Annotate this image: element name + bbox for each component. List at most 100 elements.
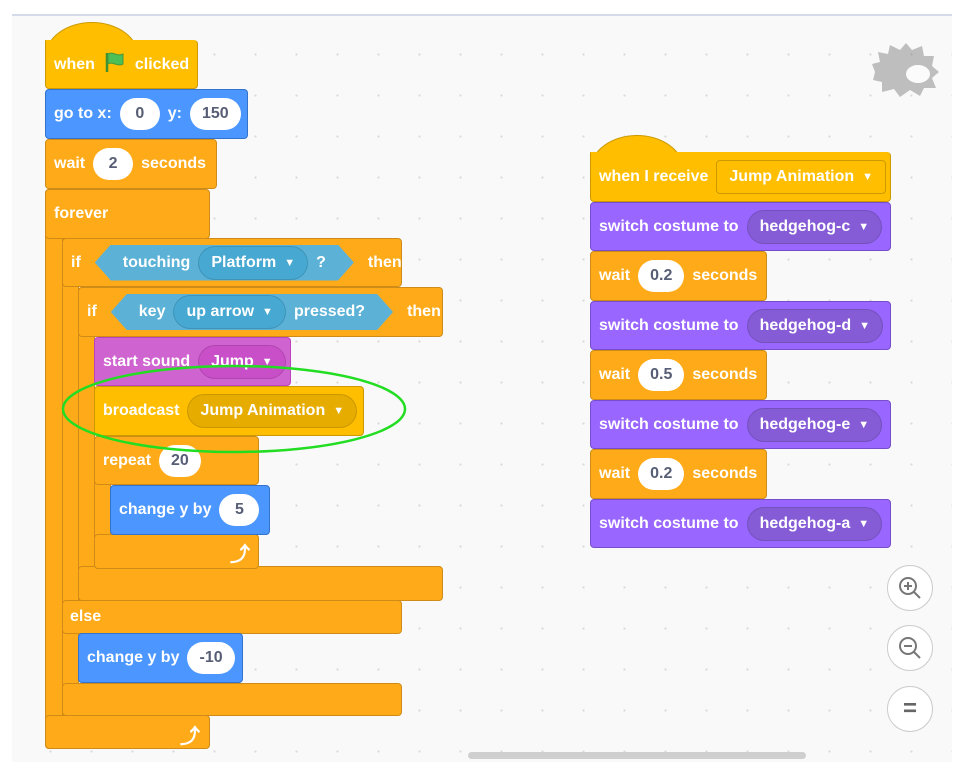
block-label: y: (167, 105, 182, 122)
dropdown-arrow-icon: ▼ (862, 171, 874, 183)
else-label: else (70, 608, 102, 625)
horizontal-scrollbar[interactable] (468, 752, 806, 759)
block-label: wait (599, 267, 631, 284)
block-label: start sound (103, 352, 191, 370)
block-label: wait (54, 155, 86, 172)
zoom-in-icon (899, 577, 921, 599)
loop-arrow-icon: ⤴ (180, 726, 200, 748)
hat-label: when (54, 55, 95, 73)
if-label: if (87, 303, 97, 320)
wait-block[interactable]: wait 0.5 seconds (590, 350, 767, 400)
wait-block[interactable]: wait 0.2 seconds (590, 251, 767, 301)
message-dropdown[interactable]: Jump Animation ▼ (716, 160, 887, 194)
when-i-receive-block[interactable]: when I receive Jump Animation ▼ (590, 152, 891, 202)
then-label: then (407, 303, 441, 320)
block-label: key (138, 303, 166, 320)
forever-block[interactable]: forever (45, 189, 210, 239)
block-label: repeat (103, 451, 152, 469)
dropdown-arrow-icon: ▼ (858, 517, 870, 530)
start-sound-block[interactable]: start sound Jump ▼ (94, 337, 291, 386)
repeat-bottom-arm (94, 534, 259, 569)
change-y-input[interactable]: 5 (219, 494, 260, 526)
forever-bottom-arm (45, 715, 210, 749)
broadcast-block[interactable]: broadcast Jump Animation ▼ (94, 386, 364, 436)
dropdown-arrow-icon: ▼ (859, 319, 871, 332)
key-dropdown[interactable]: up arrow ▼ (173, 295, 285, 329)
block-label: touching (122, 253, 191, 271)
reset-icon: = (902, 695, 917, 722)
block-label: wait (599, 366, 631, 383)
block-label: change y by (119, 501, 212, 518)
dropdown-value: Jump Animation (729, 168, 855, 185)
if-bottom-arm (78, 566, 443, 601)
block-label: pressed? (293, 303, 366, 320)
block-label: switch costume to (599, 217, 739, 235)
change-y-block[interactable]: change y by -10 (78, 633, 243, 683)
block-label: change y by (87, 649, 180, 666)
block-label: switch costume to (599, 514, 739, 532)
costume-dropdown[interactable]: hedgehog-a ▼ (746, 506, 883, 541)
sprite-hedgehog-icon (872, 43, 939, 97)
x-input[interactable]: 0 (119, 98, 160, 130)
dropdown-arrow-icon: ▼ (858, 418, 870, 431)
dropdown-value: Platform (211, 253, 277, 271)
dropdown-value: Jump Animation (200, 402, 326, 419)
if-else-bottom-arm (62, 683, 402, 716)
block-label: switch costume to (599, 415, 739, 433)
wait-block[interactable]: wait 2 seconds (45, 139, 217, 189)
block-label: wait (599, 465, 631, 482)
broadcast-dropdown[interactable]: Jump Animation ▼ (187, 394, 358, 428)
touching-condition[interactable]: touching Platform ▼ ? (95, 245, 354, 281)
go-to-xy-block[interactable]: go to x: 0 y: 150 (45, 89, 248, 139)
if-label: if (71, 253, 81, 271)
change-y-input[interactable]: -10 (187, 642, 235, 674)
dropdown-value: hedgehog-d (759, 316, 852, 334)
change-y-block[interactable]: change y by 5 (110, 485, 270, 535)
hat-label-2: clicked (134, 55, 190, 73)
wait-block[interactable]: wait 0.2 seconds (590, 449, 767, 499)
dropdown-arrow-icon: ▼ (262, 306, 273, 318)
dropdown-arrow-icon: ▼ (333, 405, 345, 417)
green-flag-icon (103, 50, 127, 79)
block-label: switch costume to (599, 316, 739, 334)
dropdown-value: hedgehog-a (759, 514, 851, 532)
if-touching-block[interactable]: if touching Platform ▼ ? then (62, 238, 402, 287)
block-label: seconds (692, 366, 758, 383)
dropdown-value: hedgehog-c (759, 217, 851, 235)
block-label: seconds (692, 267, 758, 284)
block-label: seconds (692, 465, 758, 482)
wait-input[interactable]: 0.5 (638, 359, 685, 391)
costume-dropdown[interactable]: hedgehog-e ▼ (746, 407, 883, 442)
dropdown-arrow-icon: ▼ (858, 220, 870, 233)
if-key-pressed-block[interactable]: if key up arrow ▼ pressed? then (78, 287, 443, 337)
zoom-in-button[interactable] (887, 565, 933, 611)
dropdown-value: up arrow (186, 303, 255, 320)
block-label: ? (316, 253, 326, 271)
block-label: go to x: (54, 105, 112, 122)
switch-costume-block[interactable]: switch costume to hedgehog-e ▼ (590, 400, 891, 449)
switch-costume-block[interactable]: switch costume to hedgehog-d ▼ (590, 301, 891, 350)
then-label: then (367, 253, 402, 271)
when-flag-clicked-block[interactable]: when clicked (45, 40, 198, 89)
wait-input[interactable]: 0.2 (638, 458, 685, 490)
wait-input[interactable]: 0.2 (638, 260, 685, 292)
block-label: when I receive (599, 168, 709, 185)
dropdown-arrow-icon: ▼ (284, 256, 296, 269)
y-input[interactable]: 150 (190, 98, 241, 130)
zoom-out-button[interactable] (887, 625, 933, 671)
costume-dropdown[interactable]: hedgehog-d ▼ (746, 308, 884, 343)
block-label: broadcast (103, 402, 180, 419)
touching-target-dropdown[interactable]: Platform ▼ (198, 246, 308, 280)
wait-input[interactable]: 2 (93, 148, 134, 180)
zoom-out-icon (899, 637, 921, 659)
zoom-reset-button[interactable]: = (887, 686, 933, 732)
key-pressed-condition[interactable]: key up arrow ▼ pressed? (111, 294, 393, 330)
switch-costume-block[interactable]: switch costume to hedgehog-a ▼ (590, 499, 891, 548)
block-label: seconds (141, 155, 207, 172)
costume-dropdown[interactable]: hedgehog-c ▼ (746, 209, 883, 244)
dropdown-value: hedgehog-e (759, 415, 851, 433)
switch-costume-block[interactable]: switch costume to hedgehog-c ▼ (590, 202, 891, 251)
dropdown-arrow-icon: ▼ (261, 355, 273, 368)
if-else-else-arm: else (62, 600, 402, 634)
